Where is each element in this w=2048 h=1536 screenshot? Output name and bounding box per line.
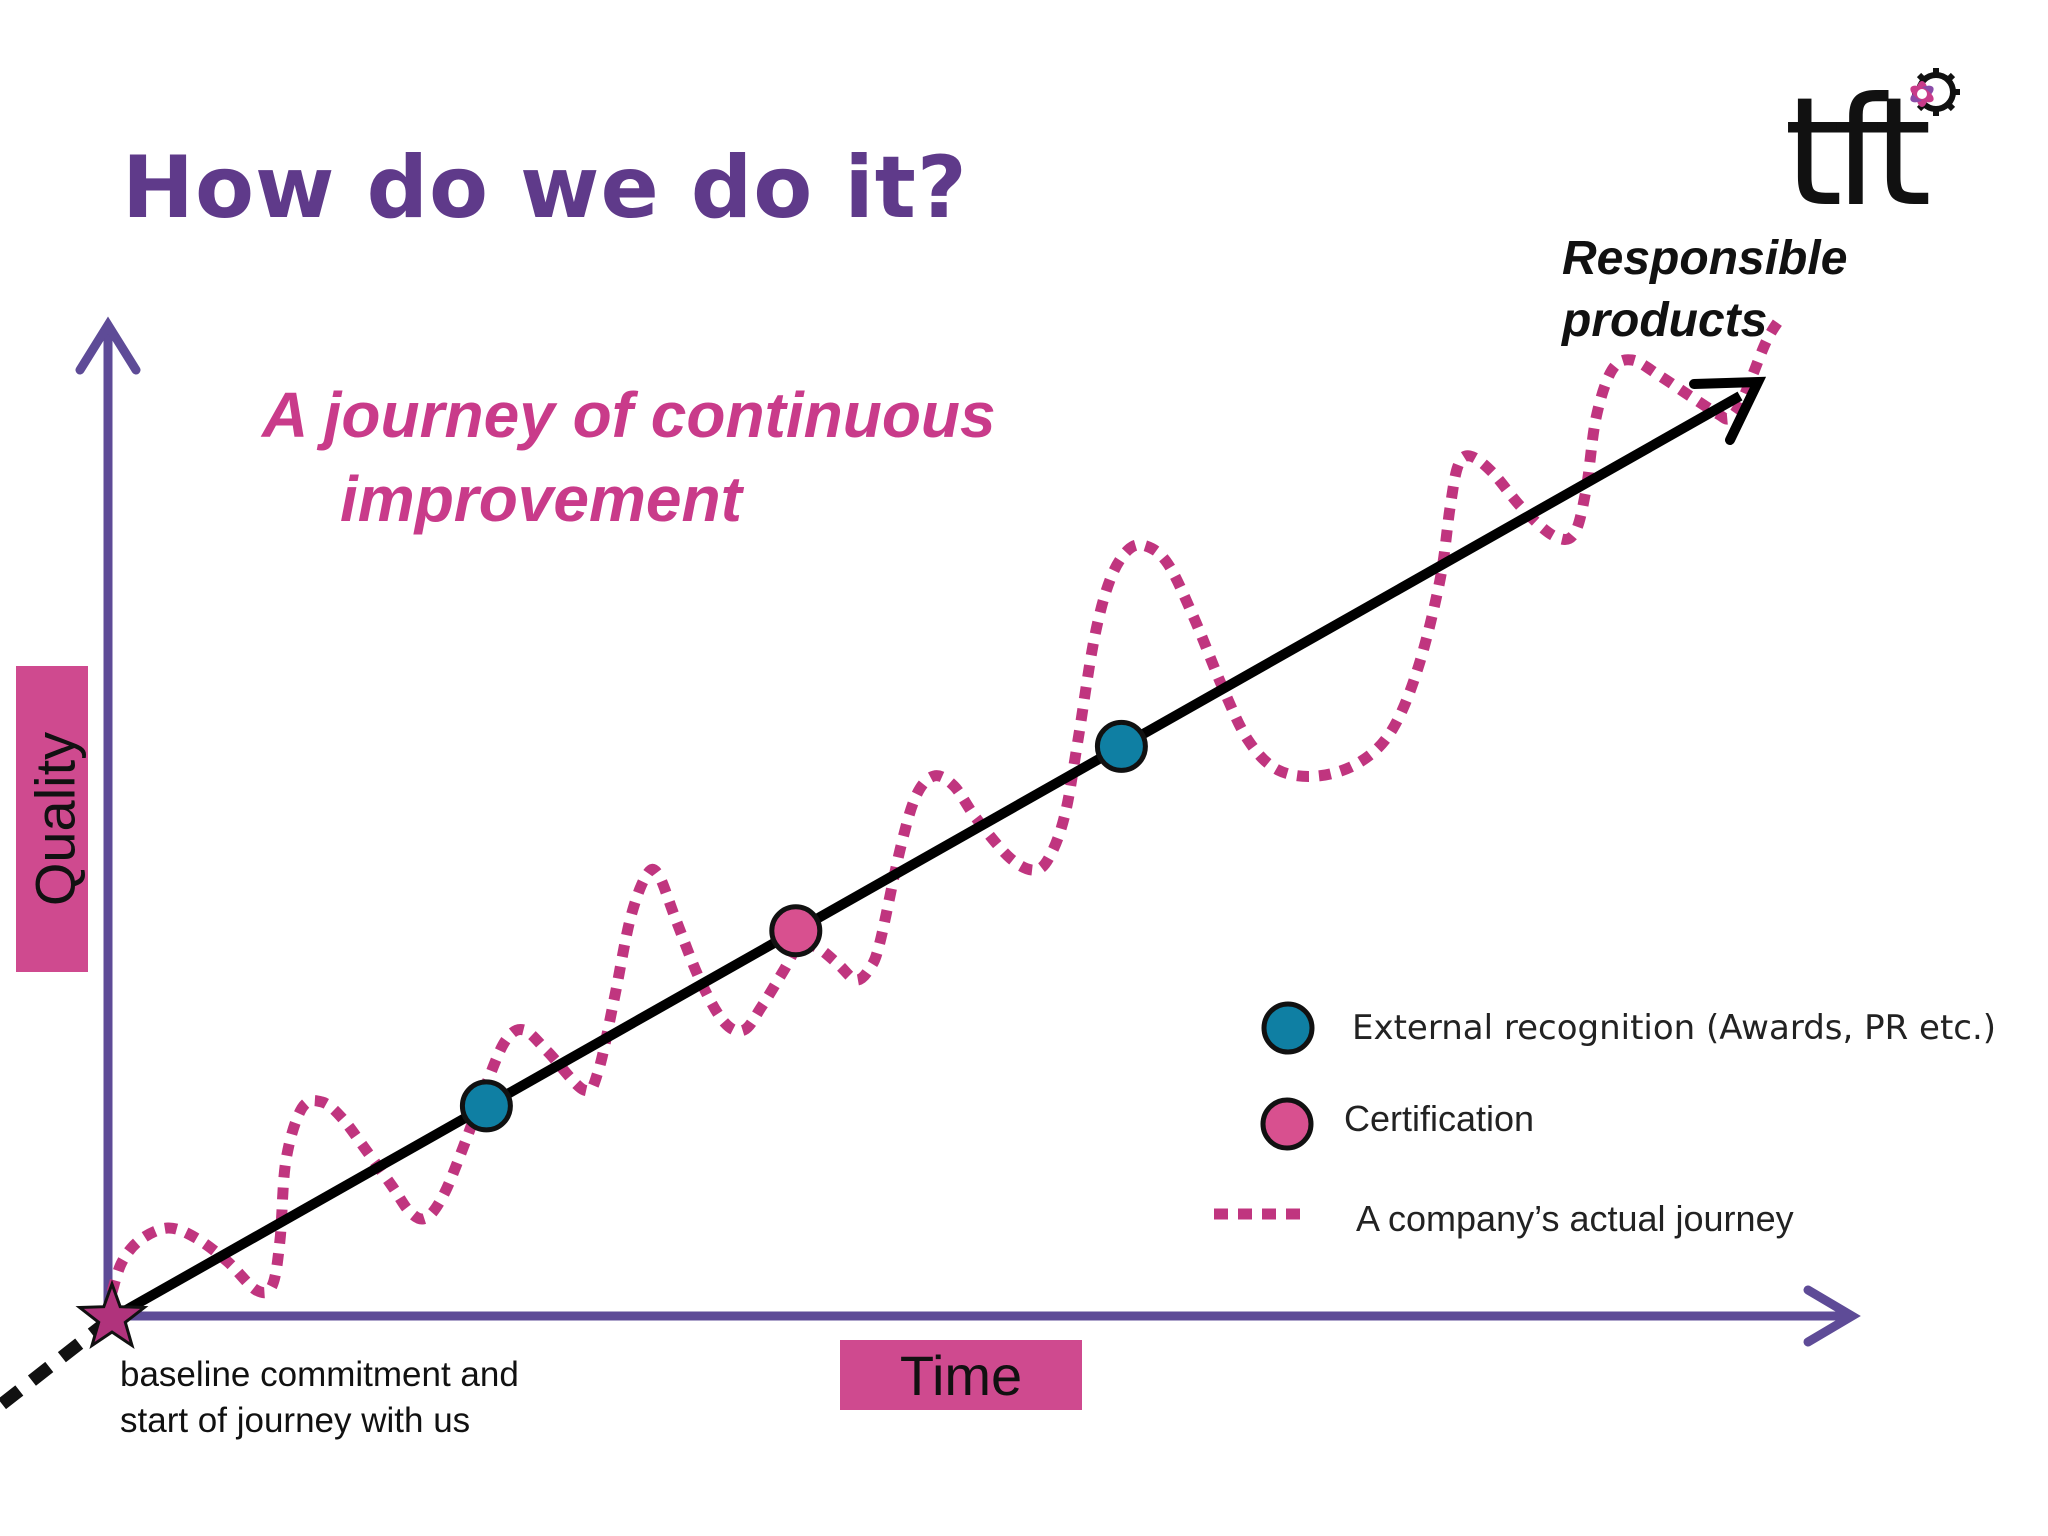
goal-line-1: Responsible <box>1562 232 1848 285</box>
x-axis-label-box <box>840 1340 1082 1410</box>
subtitle-line-2: improvement <box>340 463 742 535</box>
trend-line <box>109 391 1743 1323</box>
y-axis-label: Quality <box>23 731 87 907</box>
slide-title: How do we do it? <box>122 138 968 238</box>
trend-arrowhead <box>1689 376 1767 445</box>
flower-gear-icon <box>1910 68 1960 116</box>
start-star-icon <box>75 1279 149 1350</box>
recognition-milestone <box>459 1079 513 1133</box>
legend-recognition-label: External recognition (Awards, PR etc.) <box>1352 1008 1997 1048</box>
x-axis-label: Time <box>899 1343 1023 1407</box>
baseline-note-line-2: start of journey with us <box>120 1401 471 1440</box>
baseline-note: baseline commitment and start of journey… <box>120 1352 519 1444</box>
legend-journey-label: A company’s actual journey <box>1356 1198 1794 1239</box>
legend-certification-marker <box>1260 1097 1314 1151</box>
legend-recognition-marker <box>1261 1001 1315 1055</box>
goal-label: Responsible products <box>1562 228 1847 352</box>
actual-journey-line <box>106 312 1787 1299</box>
x-axis-arrowhead <box>1803 1285 1861 1347</box>
recognition-milestone <box>1094 719 1148 773</box>
subtitle-line-1: A journey of continuous <box>262 379 996 451</box>
pre-journey-line <box>0 1312 117 1410</box>
legend-certification-label: Certification <box>1344 1098 1535 1139</box>
logo-wordmark: tft <box>1784 66 1932 240</box>
certification-milestone <box>769 904 823 958</box>
goal-line-2: products <box>1562 294 1768 347</box>
y-axis-arrowhead <box>75 316 141 375</box>
milestones <box>459 719 1148 1133</box>
baseline-note-line-1: baseline commitment and <box>120 1355 519 1394</box>
y-axis-label-box <box>16 666 88 972</box>
